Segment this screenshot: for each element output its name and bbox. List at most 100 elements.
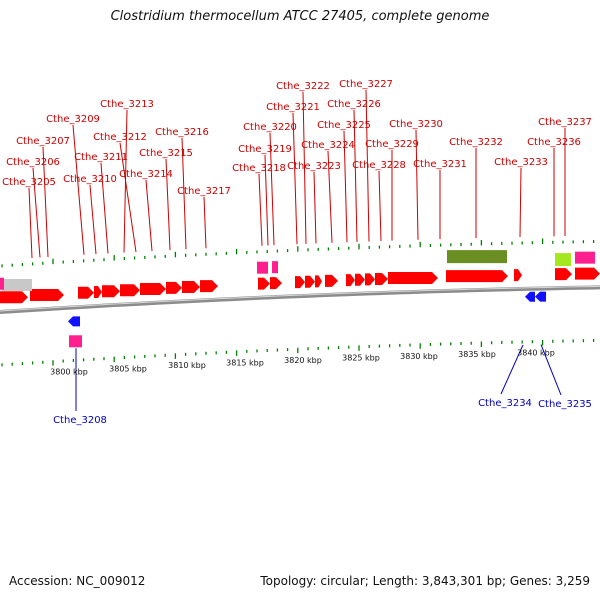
cds-arrow [78,286,94,299]
gene-label-forward: Cthe_3224 [301,140,355,151]
backbone-highlight [0,285,600,312]
label-line [327,150,333,243]
gene-label-forward: Cthe_3236 [527,137,581,148]
label-line [269,132,275,246]
label-line [145,179,153,252]
gene-label-reverse: Cthe_3208 [53,415,107,426]
gene-label-forward: Cthe_3213 [100,99,154,110]
reverse-cds-arrow [535,291,546,302]
gene-label-forward: Cthe_3217 [177,186,231,197]
label-line [203,196,207,249]
cds-arrow [200,280,218,293]
cds-arrow [315,275,322,288]
gene-label-forward: Cthe_3229 [365,139,419,150]
gene-label-forward: Cthe_3205 [2,177,56,188]
gene-label-forward: Cthe_3230 [389,119,443,130]
label-line [365,89,370,242]
gene-label-forward: Cthe_3216 [155,127,209,138]
gene-label-forward: Cthe_3237 [538,117,592,128]
label-line [28,187,33,258]
label-line [100,162,109,254]
kbp-label: 3840 kbp [517,349,555,358]
label-lines [28,89,566,411]
label-line [42,146,49,257]
cds-arrow [555,268,572,281]
label-line [32,167,41,258]
gene-label-forward: Cthe_3223 [287,161,341,172]
kbp-label: 3835 kbp [458,350,496,359]
gene-label-forward: Cthe_3231 [413,159,467,170]
cds-arrow [270,277,282,290]
cds-arrow [0,291,28,304]
label-line-reverse [540,344,562,396]
cds-arrow [30,289,64,302]
rna-box-reverse [69,335,82,348]
cds-arrow [355,273,365,286]
gene-labels: Cthe_3205Cthe_3206Cthe_3207Cthe_3209Cthe… [2,79,592,426]
cds-arrow [166,281,182,294]
gene-label-forward: Cthe_3206 [6,157,60,168]
gene-label-forward: Cthe_3232 [449,137,503,148]
cds-arrow [388,271,438,284]
cds-arrow [346,274,355,287]
gray-feature [2,278,32,291]
topology-text: Topology: circular; Length: 3,843,301 bp… [260,574,590,588]
gene-label-forward: Cthe_3233 [494,157,548,168]
cds-arrow [140,282,166,295]
gene-label-forward: Cthe_3227 [339,79,393,90]
gene-label-reverse: Cthe_3234 [478,398,532,409]
rna-box [575,251,595,264]
kbp-label: 3825 kbp [342,354,380,363]
rna-box [257,261,268,274]
rna-box [0,277,4,290]
gene-label-forward: Cthe_3210 [63,174,117,185]
rna-box [272,261,278,274]
gene-label-forward: Cthe_3214 [119,169,173,180]
label-line [313,171,317,244]
gene-label-forward: Cthe_3207 [16,136,70,147]
gene-label-reverse: Cthe_3235 [538,399,592,410]
gene-label-forward: Cthe_3219 [238,144,292,155]
cds-arrow [305,275,315,288]
cds-arrow [182,281,200,294]
label-line [119,142,137,252]
cds-arrow [325,274,338,287]
label-line [89,184,97,255]
kbp-label: 3800 kbp [50,368,88,377]
reverse-cds-arrow [68,316,80,327]
kbp-label: 3805 kbp [109,364,147,373]
gene-label-forward: Cthe_3226 [327,99,381,110]
gene-label-forward: Cthe_3209 [46,114,100,125]
cds-arrow [446,270,508,283]
label-line [415,129,419,240]
gene-features [0,250,600,348]
gene-label-forward: Cthe_3211 [74,152,128,163]
label-line [343,130,348,243]
label-line [264,154,269,246]
kbp-label: 3810 kbp [168,361,206,370]
label-line [72,124,85,255]
genome-title: Clostridium thermocellum ATCC 27405, com… [110,9,490,24]
cds-arrow [375,273,388,286]
cds-arrow [94,286,102,299]
kbp-label: 3815 kbp [226,358,264,367]
gene-label-forward: Cthe_3225 [317,120,371,131]
kbp-labels: 3800 kbp 3805 kbp 3810 kbp 3815 kbp 3820 kbp… [50,349,555,377]
label-line [292,112,298,245]
label-line [353,109,358,242]
label-line [302,91,307,244]
backbone [0,285,600,314]
kbp-label: 3830 kbp [400,352,438,361]
label-line [519,167,522,238]
cds-arrow [295,276,305,289]
label-line [165,158,171,251]
tick-marks [1,238,595,367]
label-line-reverse [500,344,524,395]
cds-arrow [365,273,375,286]
cds-arrow [575,267,600,280]
gene-label-forward: Cthe_3221 [266,102,320,113]
label-line [181,137,187,250]
gene-label-forward: Cthe_3222 [276,81,330,92]
cds-arrow [258,277,270,290]
